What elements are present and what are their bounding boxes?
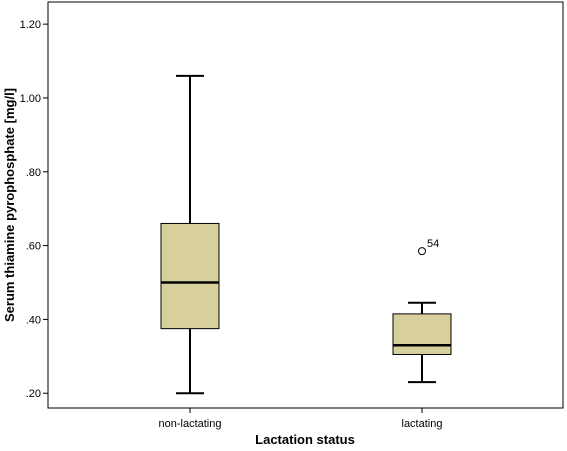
iqr-box bbox=[160, 222, 220, 330]
box-lactating: 54 bbox=[392, 238, 452, 384]
outlier-label: 54 bbox=[427, 238, 439, 250]
y-tick-label: .40 bbox=[26, 314, 41, 326]
x-axis-title: Lactation status bbox=[255, 432, 355, 447]
y-tick-label: 1.20 bbox=[20, 19, 41, 31]
iqr-box bbox=[392, 313, 452, 355]
y-axis-title: Serum thiamine pyrophosphate [mg/l] bbox=[2, 88, 17, 322]
y-axis: .20 .40 .60 .80 1.00 1.20 bbox=[20, 19, 48, 400]
x-tick-label: non-lactating bbox=[159, 418, 222, 430]
box-non-lactating bbox=[160, 74, 220, 395]
x-tick-label: lactating bbox=[402, 418, 443, 430]
y-tick-label: .60 bbox=[26, 241, 41, 253]
boxes-layer: 54 bbox=[160, 74, 452, 395]
y-tick-label: 1.00 bbox=[20, 93, 41, 105]
outlier-point bbox=[418, 247, 426, 256]
y-tick-label: .20 bbox=[26, 388, 41, 400]
y-tick-label: .80 bbox=[26, 167, 41, 179]
x-axis: non-lactating lactating bbox=[159, 408, 443, 430]
plot-area bbox=[47, 1, 564, 409]
